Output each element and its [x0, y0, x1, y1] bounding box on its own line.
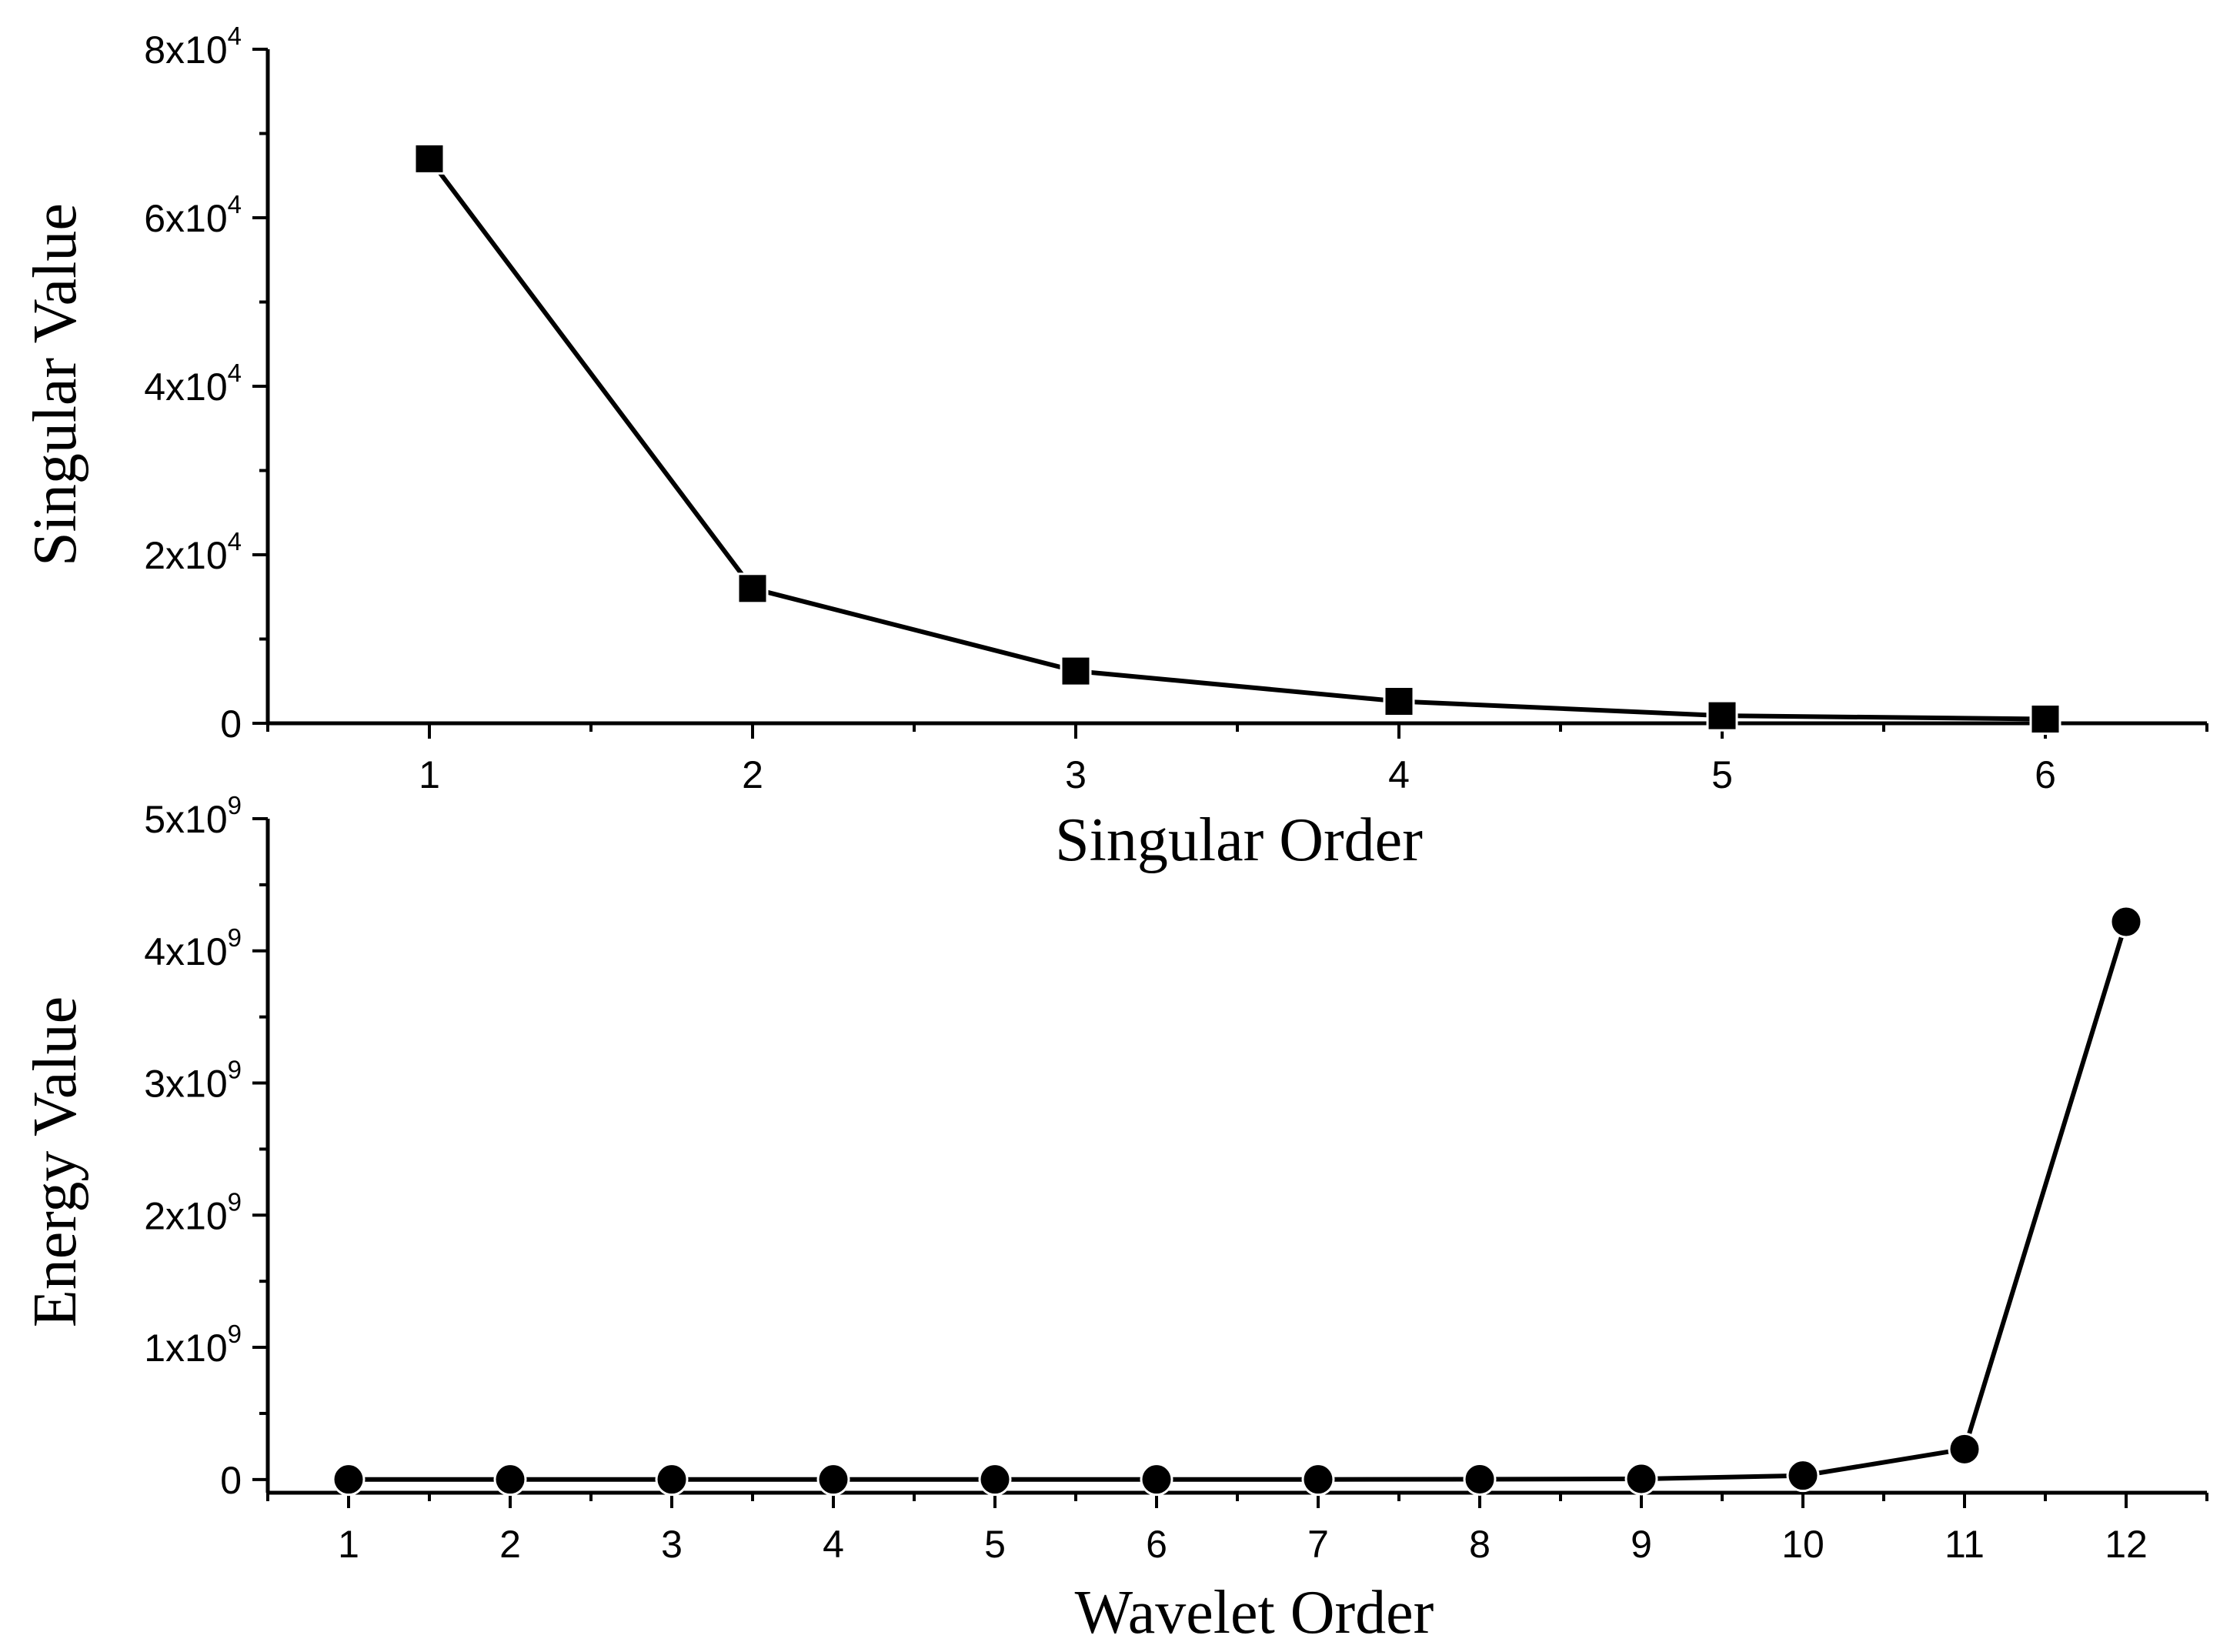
y-tick-label: 2x109	[144, 1187, 242, 1237]
data-point	[1140, 1463, 1173, 1497]
y-axis-title: Singular Value	[22, 203, 89, 566]
y-tick-label: 3x109	[144, 1056, 242, 1106]
y-tick-label: 0	[220, 703, 242, 746]
x-tick-label: 2	[499, 1523, 521, 1566]
x-tick-label: 12	[2105, 1523, 2148, 1566]
energy-value-panel: 1 2 3 4 5 6 7 8 9 10 11 1201x1092x1093x1094x1095x10…	[22, 791, 2208, 1647]
x-axis-title: Wavelet Order	[1075, 1579, 1434, 1647]
x-tick-label: 1	[338, 1523, 359, 1566]
data-point	[978, 1463, 1012, 1497]
data-point	[332, 1463, 366, 1497]
data-point	[1948, 1432, 1981, 1466]
x-tick-label: 5	[1711, 753, 1733, 796]
x-tick-label: 3	[661, 1523, 683, 1566]
singular-value-panel: 1 2 3 4 5 6 0 2x104 4x104 6x104 8x104 Singular Ord…	[22, 22, 2208, 874]
data-point	[1301, 1463, 1335, 1497]
data-point	[413, 142, 446, 175]
y-tick-label: 6x104	[144, 190, 242, 240]
data-point	[1060, 655, 1092, 687]
energy-value-axes: 1 2 3 4 5 6 7 8 9 10 11 1201x1092x1093x1094x1095x10…	[144, 791, 2208, 1566]
series-line	[427, 157, 2046, 722]
x-tick-label: 7	[1307, 1523, 1329, 1566]
x-tick-label: 4	[823, 1523, 844, 1566]
x-tick-label: 8	[1469, 1523, 1491, 1566]
data-point	[2029, 703, 2061, 736]
x-tick-label: 11	[1945, 1523, 1985, 1566]
data-point	[1706, 699, 1738, 732]
data-point	[1624, 1462, 1658, 1496]
energy-value-series	[332, 905, 2143, 1497]
data-point	[736, 572, 769, 605]
data-point	[1786, 1459, 1820, 1493]
y-tick-label: 2x104	[144, 527, 242, 577]
y-axis-title: Energy Value	[22, 996, 89, 1327]
x-tick-label: 1	[419, 753, 440, 796]
x-tick-label: 6	[2035, 753, 2056, 796]
data-point	[1383, 686, 1415, 718]
y-tick-label: 5x109	[144, 791, 242, 841]
singular-value-series	[413, 142, 2061, 736]
y-tick-label: 1x109	[144, 1320, 242, 1370]
x-tick-label: 2	[742, 753, 763, 796]
data-point	[493, 1463, 527, 1497]
y-tick-label: 0	[220, 1459, 242, 1502]
singular-value-axes: 1 2 3 4 5 6 0 2x104 4x104 6x104 8x104	[144, 22, 2208, 796]
x-tick-label: 9	[1631, 1523, 1652, 1566]
y-tick-label: 4x104	[144, 359, 242, 409]
x-tick-label: 10	[1781, 1523, 1824, 1566]
data-point	[2109, 905, 2143, 939]
x-tick-label: 5	[984, 1523, 1006, 1566]
x-axis-title: Singular Order	[1055, 806, 1423, 874]
y-tick-label: 8x104	[144, 22, 242, 72]
data-point	[655, 1463, 689, 1497]
data-point	[816, 1463, 850, 1497]
x-tick-label: 3	[1065, 753, 1087, 796]
series-line	[349, 921, 2128, 1482]
data-point	[1463, 1462, 1497, 1496]
x-tick-label: 6	[1146, 1523, 1167, 1566]
y-tick-label: 4x109	[144, 923, 242, 973]
x-tick-label: 4	[1388, 753, 1410, 796]
